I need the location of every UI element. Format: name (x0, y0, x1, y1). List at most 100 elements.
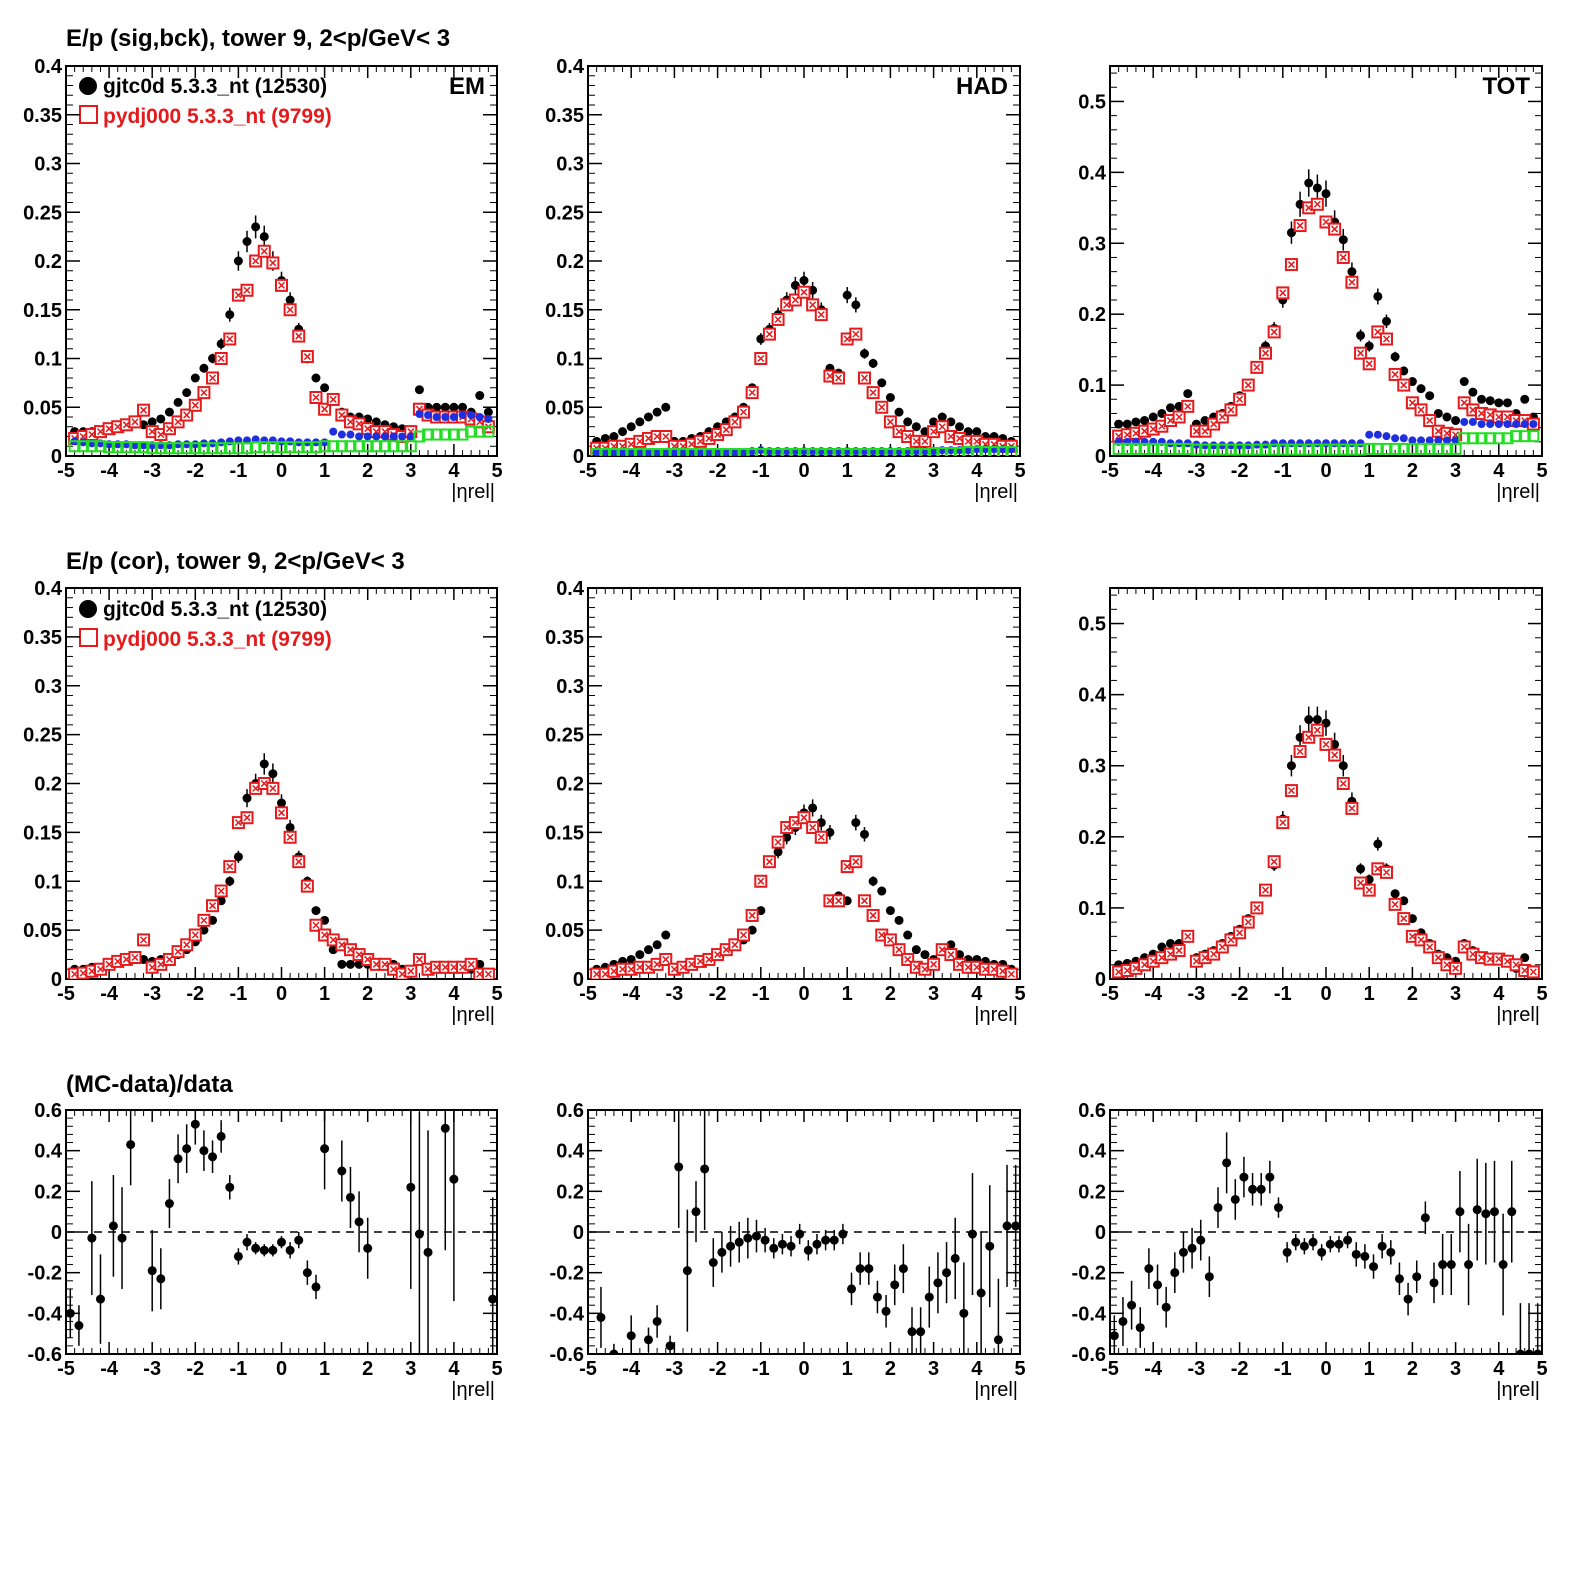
mc-point-cross (1244, 381, 1252, 389)
mc-point-cross (999, 967, 1007, 975)
x-tick-label: 2 (885, 983, 896, 1005)
ratio-point (1299, 1241, 1309, 1251)
x-tick-label: -4 (100, 1358, 119, 1380)
bkg-green-point (702, 448, 715, 456)
mc-point-cross (346, 418, 354, 426)
ratio-point (406, 1182, 416, 1192)
y-tick-label: 0.15 (23, 300, 62, 322)
bkg-green-point (318, 440, 331, 453)
ratio-point (190, 1119, 200, 1129)
data-point (311, 373, 321, 383)
y-tick-label: 0.05 (23, 920, 62, 942)
ratio-point (216, 1131, 226, 1141)
mc-point-cross (157, 960, 165, 968)
bkg-green-point (1389, 442, 1402, 455)
data-point (1148, 412, 1158, 422)
bkg-blue-point (1512, 420, 1521, 429)
series-layer (1112, 706, 1540, 979)
data-point (225, 876, 235, 886)
x-tick-label: 4 (1493, 983, 1505, 1005)
chart-panel-0-0: -5 -4 -3 -2 -1 0 1 2 3 4 5 0 0.05 0.1 0.15 0.2 0.25 0.3 0.… (23, 56, 503, 503)
data-point (894, 915, 904, 925)
bkg-green-point (292, 441, 305, 454)
mc-point-cross (96, 428, 105, 436)
bkg-green-point (172, 442, 185, 455)
mc-point-cross (817, 833, 825, 841)
bkg-blue-point (635, 448, 644, 456)
ratio-point (1377, 1241, 1387, 1251)
mc-point-cross (200, 389, 208, 397)
x-axis-label: |ηrel| (451, 1004, 495, 1026)
ratio-point (242, 1237, 252, 1247)
x-tick-label: 1 (1364, 1358, 1375, 1380)
mc-point-cross (338, 411, 346, 419)
row-title-0: E/p (sig,bck), tower 9, 2<p/GeV< 3 (66, 25, 450, 52)
ratio-point (1110, 1331, 1119, 1341)
x-tick-label: 4 (971, 460, 983, 482)
x-tick-label: 3 (1450, 460, 1461, 482)
mc-point-cross (1175, 947, 1183, 955)
data-point (1347, 267, 1357, 277)
data-point (1390, 889, 1400, 899)
y-tick-label: 0 (1095, 969, 1106, 991)
bkg-blue-point (1391, 434, 1400, 443)
data-point (1442, 412, 1452, 422)
data-point (1286, 761, 1296, 771)
y-tick-label: 0.1 (34, 871, 62, 893)
panel-corner-label: HAD (956, 73, 1008, 100)
mc-point-cross (295, 858, 303, 866)
mc-point-cross (476, 970, 484, 978)
data-point (1131, 417, 1141, 427)
x-tick-label: 3 (405, 983, 416, 1005)
data-point (626, 422, 636, 432)
ratio-point (1515, 1349, 1525, 1354)
bkg-blue-point (415, 410, 424, 419)
ratio-point (277, 1237, 286, 1247)
bkg-green-point (1492, 432, 1505, 445)
x-tick-label: 4 (971, 1358, 983, 1380)
y-tick-label: 0 (573, 446, 584, 468)
chart-panel-0-2: -5 -4 -3 -2 -1 0 1 2 3 4 5 0 0.1 0.2 0.3 0.4 0.5 |ηrel| TO… (1078, 65, 1548, 503)
bkg-green-point (1173, 442, 1186, 455)
x-tick-label: -5 (579, 460, 597, 482)
ratio-point (643, 1335, 653, 1345)
data-point (1520, 394, 1530, 404)
mc-point-cross (955, 960, 964, 968)
bkg-green-point (1440, 442, 1453, 455)
mc-point-cross (174, 418, 182, 426)
mc-point-cross (1210, 420, 1218, 428)
y-tick-label: 0.3 (1078, 233, 1106, 255)
mc-point-cross (688, 960, 696, 968)
y-tick-label: 0.35 (23, 627, 62, 649)
ratio-point (751, 1231, 761, 1241)
mc-point-cross (930, 428, 938, 436)
bkg-green-point (1164, 442, 1177, 455)
data-point (1183, 389, 1193, 399)
data-point (1502, 398, 1512, 408)
x-tick-label: 1 (319, 460, 330, 482)
mc-point-cross (321, 405, 329, 413)
ratio-point (1533, 1349, 1542, 1354)
ratio-point (302, 1268, 312, 1278)
ratio-point (345, 1192, 355, 1202)
ratio-point (976, 1288, 986, 1298)
x-tick-label: 2 (362, 460, 373, 482)
bkg-green-point (1181, 442, 1194, 455)
mc-point-cross (1529, 968, 1537, 976)
mc-point-cross (610, 967, 618, 975)
ratio-point (881, 1306, 891, 1316)
data-point (268, 769, 278, 779)
mc-point-cross (346, 946, 354, 954)
x-tick-label: 1 (319, 983, 330, 1005)
mc-point-cross (1141, 427, 1149, 435)
mc-point-cross (441, 963, 449, 971)
bkg-blue-point (687, 448, 696, 456)
ratio-point (440, 1123, 450, 1133)
mc-point-cross (1279, 819, 1287, 827)
x-tick-label: -5 (579, 1358, 597, 1380)
y-tick-label: -0.2 (28, 1263, 62, 1285)
mc-point-cross (1236, 395, 1244, 403)
bkg-green-point (962, 446, 975, 456)
bkg-green-point (858, 448, 871, 456)
ratio-point (1282, 1247, 1292, 1257)
